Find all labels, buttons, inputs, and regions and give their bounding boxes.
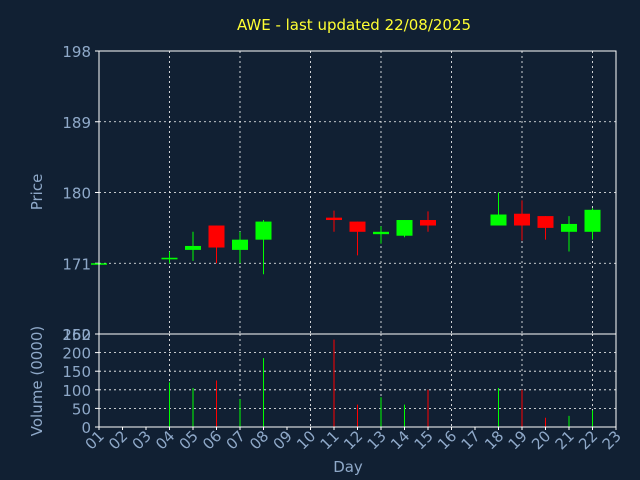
volume-y-tick-label: 100 [62, 382, 91, 400]
price-y-tick-labels: 198 189 180 171 162 [62, 43, 99, 344]
volume-bars [169, 339, 593, 427]
candle-body [185, 245, 201, 250]
candle [373, 226, 389, 244]
price-y-tick-label: 189 [62, 114, 91, 132]
x-axis-label: Day [333, 458, 363, 476]
candle [514, 200, 530, 241]
candle-body [490, 214, 507, 226]
candle-body [161, 257, 178, 260]
volume-y-tick-label: 50 [72, 400, 91, 418]
candle-body [349, 221, 366, 232]
price-axis-label: Price [28, 174, 46, 211]
volume-axis-label: Volume (0000) [28, 326, 46, 436]
candle-body [326, 217, 342, 221]
volume-y-tick-label: 250 [62, 326, 91, 344]
candle [420, 211, 436, 232]
price-candles [91, 192, 601, 275]
candle-body [561, 223, 577, 232]
volume-y-tick-label: 200 [62, 345, 91, 363]
candle [349, 221, 366, 256]
candle [396, 220, 413, 238]
candle [185, 231, 201, 261]
candle-body [537, 216, 554, 228]
candle [584, 208, 601, 240]
candle-body [232, 239, 248, 250]
x-tick-labels: 0102030405060708091011121314151617181920… [82, 427, 625, 453]
candle [232, 231, 248, 264]
volume-y-tick-label: 150 [62, 363, 91, 381]
candle-body [373, 231, 389, 235]
price-y-tick-label: 180 [62, 185, 91, 203]
candle [161, 251, 178, 264]
volume-y-tick-label: 0 [81, 419, 91, 437]
candle [326, 210, 342, 232]
candle-body [208, 225, 225, 248]
candle [490, 192, 507, 226]
candle-body [584, 209, 601, 232]
volume-grid [99, 334, 616, 427]
candle [255, 220, 272, 275]
price-y-tick-label: 171 [62, 255, 91, 273]
price-grid [99, 51, 616, 334]
price-panel: 198 189 180 171 162 Price [28, 43, 617, 344]
price-y-tick-label: 162 [62, 326, 91, 344]
price-y-tick-label: 198 [62, 43, 91, 61]
candle-body [514, 213, 530, 226]
candle-body [420, 220, 436, 226]
candle [537, 216, 554, 240]
candle [208, 225, 225, 264]
chart-title: AWE - last updated 22/08/2025 [237, 16, 471, 34]
candle-body [255, 221, 272, 240]
candle-body [396, 220, 413, 236]
candle [561, 216, 577, 252]
